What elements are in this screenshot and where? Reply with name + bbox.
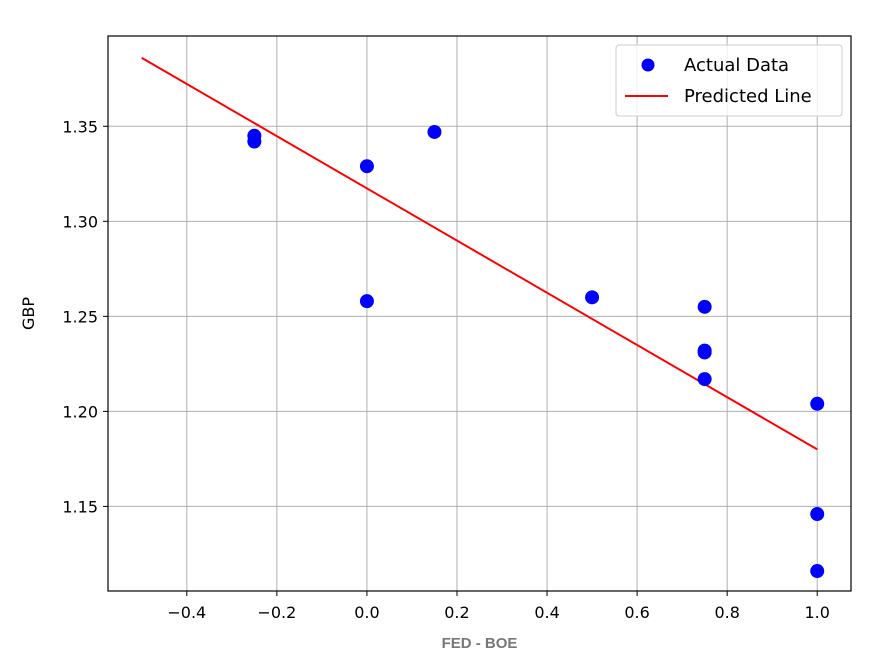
x-tick-label: 0.8 (714, 603, 739, 622)
y-tick-label: 1.15 (62, 497, 98, 516)
data-point (247, 134, 262, 149)
data-point (697, 345, 712, 360)
x-tick-label: 0.6 (624, 603, 649, 622)
data-point (810, 507, 825, 522)
data-point (359, 159, 374, 174)
x-tick-label: 1.0 (805, 603, 830, 622)
legend-marker-actual-data (641, 58, 655, 72)
grid (108, 36, 851, 591)
x-tick-label: 0.2 (444, 603, 469, 622)
legend: Actual Data Predicted Line (615, 44, 843, 117)
data-point (697, 299, 712, 314)
data-point (585, 290, 600, 305)
y-tick-label: 1.25 (62, 307, 98, 326)
legend-label-actual-data: Actual Data (684, 55, 789, 76)
y-tick-label: 1.35 (62, 117, 98, 136)
y-tick-label: 1.30 (62, 212, 98, 231)
x-axis-title: FED - BOE (442, 635, 518, 652)
x-tick-label: −0.4 (167, 603, 206, 622)
legend-box (615, 44, 843, 117)
actual-data-layer (247, 124, 825, 579)
data-point (359, 294, 374, 309)
legend-label-predicted-line: Predicted Line (684, 86, 812, 107)
y-axis-title: GBP (19, 297, 38, 330)
y-axis-ticks: 1.15 1.20 1.25 1.30 1.35 (62, 117, 108, 516)
x-tick-label: 0.0 (354, 603, 379, 622)
data-point (810, 396, 825, 411)
y-tick-label: 1.20 (62, 402, 98, 421)
x-axis-ticks: −0.4 −0.2 0.0 0.2 0.4 0.6 0.8 1.0 (167, 591, 830, 622)
plot-frame (107, 35, 852, 592)
x-tick-label: 0.4 (534, 603, 559, 622)
data-point (810, 564, 825, 579)
x-tick-label: −0.2 (257, 603, 296, 622)
data-point (427, 124, 442, 139)
data-point (697, 372, 712, 387)
